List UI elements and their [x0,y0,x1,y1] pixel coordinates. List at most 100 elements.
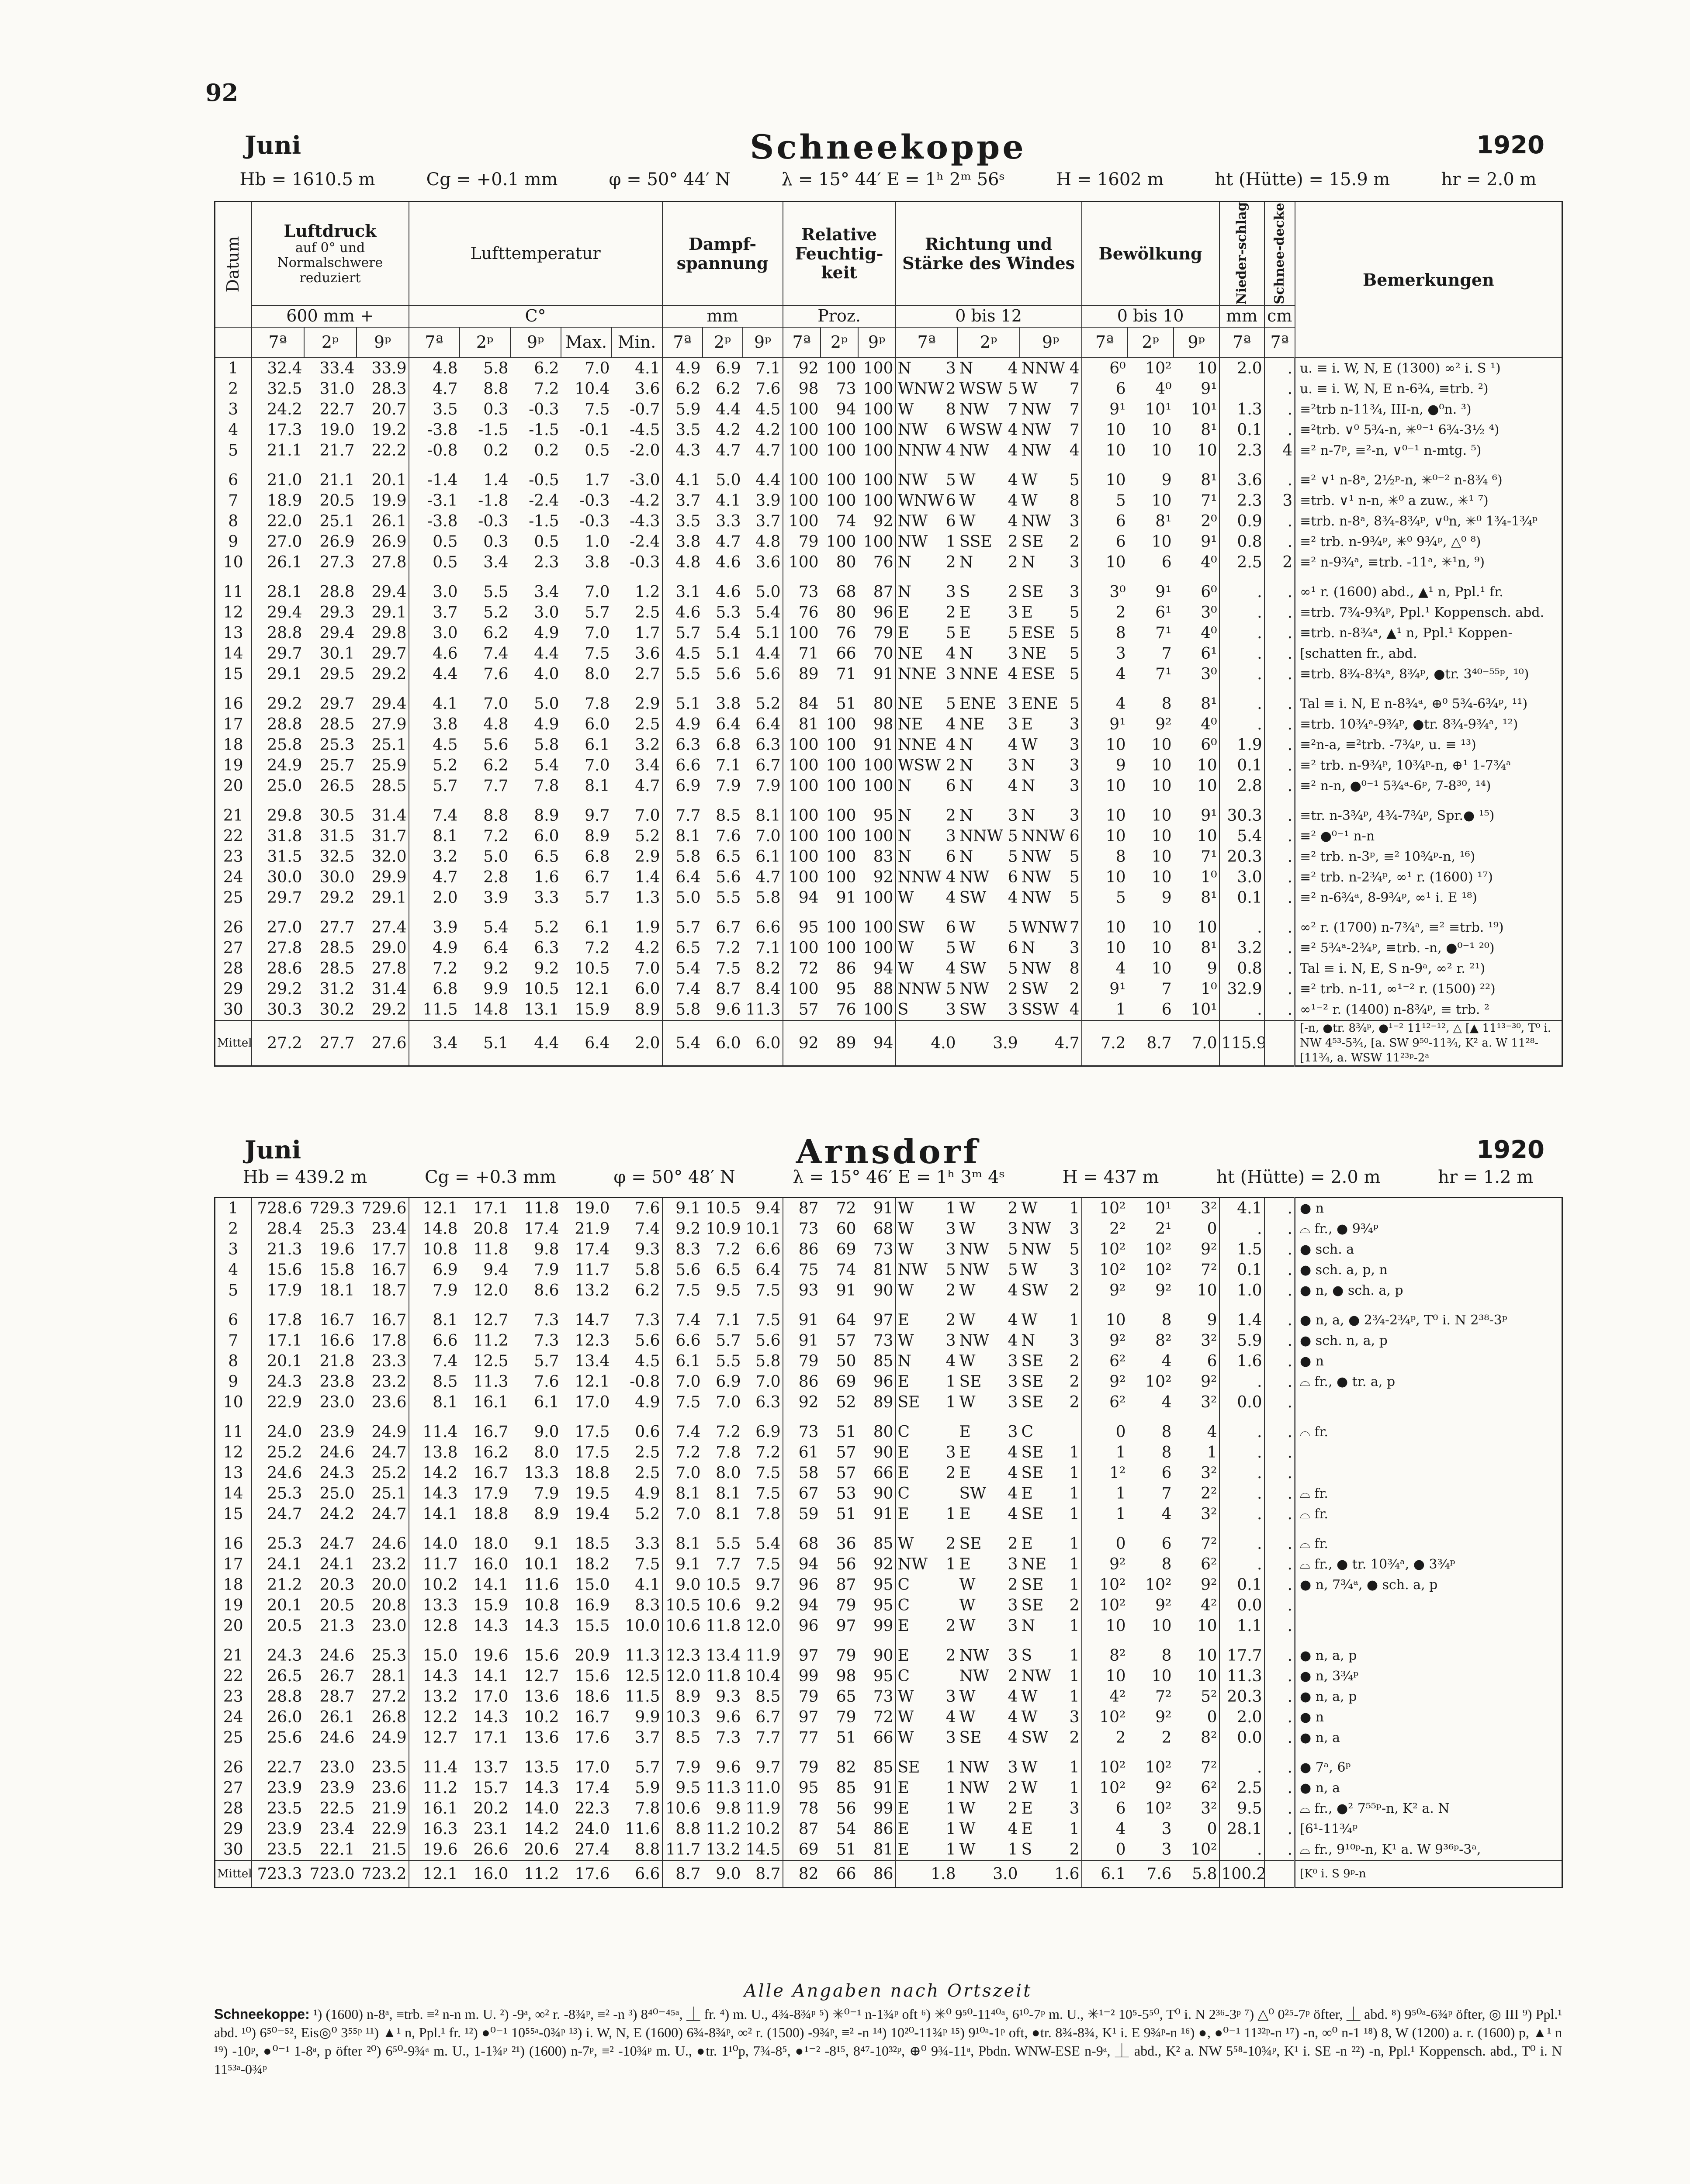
wind-direction: C [897,1485,910,1503]
snow-cover: . [1264,1778,1295,1798]
cloud-2p: 10 [1151,1617,1172,1635]
temp-7a: 6.6 [408,1330,460,1351]
wind-cell: SSW 4 [1022,1001,1080,1019]
wind-force: 2 [945,757,956,775]
wind-direction: W [897,401,914,419]
snow-cover: . [1264,694,1295,715]
gap-cell [1174,1524,1219,1534]
precipitation: 2.0 [1219,1707,1264,1728]
snow-cover [1264,1020,1295,1066]
temp-min: 7.0 [635,960,660,978]
humidity-9p: 87 [873,583,893,601]
wind-force: 3 [1069,736,1080,754]
humidity-9p: 100 [863,939,893,957]
snow-cover: . [1264,1260,1295,1280]
wind-direction: N [1021,777,1035,795]
gap-cell [821,684,858,694]
wind-force: 6 [1069,827,1080,846]
humidity-2p: 86 [836,960,856,978]
remarks: ● n, a, p [1294,1686,1562,1707]
wind-force: 1 [1069,1485,1080,1503]
table-row: 28 23.5 22.5 21.9 16.1 20.2 14.0 22.3 7.8 10.6 9.8… [215,1798,1562,1819]
gap-cell [958,1524,1020,1534]
snow-cover: . [1264,888,1295,909]
table-row: 29 29.2 31.2 31.4 6.8 9.9 10.5 12.1 6.0 7.4 8.7 8.4… [215,979,1562,1000]
wind-9p: SE 1 [1020,1575,1082,1595]
wind-force: 4 [945,1352,956,1370]
wind-force: 5 [1008,827,1018,846]
temp-min: -4.2 [630,492,660,510]
remarks: ● n, a [1294,1728,1562,1748]
precipitation: 30.3 [1219,805,1264,826]
humidity-9p: 73 [873,1688,893,1706]
temp-9p: -1.5 [529,421,559,439]
temp-min: 7.8 [635,1800,660,1818]
gap-cell [703,1748,743,1757]
cloud-9p: 10 [1197,1667,1217,1685]
mean-label: Mittel [215,1020,252,1066]
wind-force: 4 [1008,1311,1018,1329]
vapor-9p: 6.6 [755,919,781,937]
pressure-2p: 23.9 [319,1423,355,1441]
gap-cell [1264,1636,1295,1645]
humidity-2p: 73 [836,380,856,398]
temp-max: -0.3 [579,492,610,510]
cloud-9p: 10 [1197,919,1217,937]
wind-direction: WNW [897,380,944,398]
pressure-2p: 20.5 [319,492,355,510]
humidity-9p: 76 [873,553,893,572]
precipitation: . [1219,1219,1264,1239]
wind-9p: 4.7 [1019,1020,1082,1066]
vapor-7a: 8.5 [661,1728,703,1748]
temp-min: 6.0 [635,980,660,999]
wind-cell: SE 2 [1022,1393,1080,1411]
cloud-2p: 4 [1161,1393,1172,1411]
wind-force: 1 [1069,1759,1080,1776]
pressure-7a: 28.8 [251,714,304,735]
precipitation: . [1219,582,1264,603]
humidity-2p: 51 [836,1841,856,1859]
gap-cell [215,1748,252,1757]
gap-cell [782,796,821,806]
wind-force: 3 [945,1001,956,1019]
pressure-2p: 24.6 [319,1647,355,1665]
unit-schnee: cm [1264,305,1295,328]
humidity-9p: 70 [873,645,893,663]
cloud-2p: 10¹ [1145,401,1172,419]
temp-2p: 16.1 [473,1393,509,1411]
param-ht: ht (Hütte) = 15.9 m [1215,169,1390,190]
gap-cell [1219,1748,1264,1757]
temp-9p: 7.9 [534,1485,559,1503]
humidity-9p: 86 [858,1860,896,1888]
wind-direction: NW [1021,1220,1052,1238]
wind-cell: NW 3 [959,1647,1018,1665]
snow-cover: . [1264,532,1295,553]
pressure-9p: 22.2 [371,442,407,460]
wind-force: 8 [945,401,956,419]
wind-force: 4 [1008,421,1018,439]
humidity-9p: 100 [863,889,893,907]
vapor-7a: 8.1 [661,1534,703,1554]
humidity-9p: 99 [873,1800,893,1818]
cloud-7a: 2 [1081,1728,1128,1748]
wind-2p: SW 4 [958,888,1020,908]
wind-direction: WNW [897,492,944,510]
humidity-2p: 52 [836,1393,856,1411]
gap-cell [304,461,357,470]
wind-cell: SW 4 [959,889,1018,907]
precipitation: 0.0 [1219,1595,1264,1616]
gap-cell [821,1301,858,1310]
humidity-9p: 100 [863,359,893,378]
humidity-7a: 100 [782,979,821,1000]
wind-direction: W [1021,1199,1038,1217]
pressure-7a: 27.0 [251,532,304,553]
precipitation: 1.6 [1219,1351,1264,1372]
